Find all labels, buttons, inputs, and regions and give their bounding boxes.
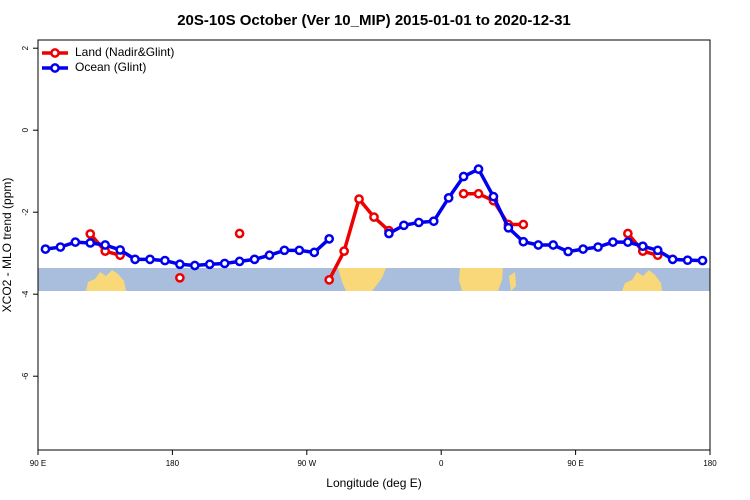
- point: [458, 171, 469, 182]
- legend-marker: [50, 63, 60, 73]
- y-tick-label: -4: [21, 290, 30, 298]
- y-tick-label: 0: [21, 127, 30, 132]
- point: [145, 254, 155, 265]
- point: [428, 216, 439, 227]
- legend-label: Ocean (Glint): [75, 60, 146, 74]
- point: [85, 229, 96, 239]
- point: [40, 244, 51, 254]
- point: [473, 164, 484, 174]
- point: [369, 212, 379, 222]
- point: [55, 242, 66, 252]
- point: [264, 250, 275, 261]
- point: [234, 228, 245, 239]
- point: [339, 246, 349, 256]
- point: [160, 255, 170, 266]
- point: [623, 228, 633, 239]
- point: [130, 254, 140, 265]
- y-tick-label: -6: [21, 372, 30, 380]
- plot-frame: [37, 39, 711, 451]
- point: [324, 234, 335, 244]
- point: [85, 238, 96, 248]
- x-tick-label: 90 W: [297, 459, 316, 468]
- point: [234, 256, 245, 267]
- point: [70, 237, 81, 247]
- point: [175, 272, 185, 283]
- point: [518, 236, 529, 247]
- point: [219, 258, 230, 269]
- point: [503, 222, 514, 233]
- point: [533, 240, 544, 250]
- point: [413, 217, 424, 228]
- map-strip: [38, 268, 710, 291]
- point: [309, 247, 320, 258]
- x-tick-label: 90 E: [30, 459, 46, 468]
- legend-label: Land (Nadir&Glint): [75, 45, 174, 59]
- point: [294, 245, 305, 256]
- point: [443, 193, 454, 203]
- y-axis-label: XCO2 - MLO trend (ppm): [0, 178, 14, 313]
- point: [384, 228, 394, 239]
- point: [354, 194, 364, 204]
- point: [473, 188, 484, 199]
- point: [115, 245, 125, 255]
- point: [324, 275, 335, 285]
- x-tick-label: 180: [166, 459, 180, 468]
- series-line: [88, 192, 659, 281]
- point: [279, 245, 290, 256]
- y-tick-label: -2: [21, 208, 30, 216]
- x-axis-label: Longitude (deg E): [326, 476, 421, 490]
- legend-marker: [50, 48, 60, 58]
- x-tick-label: 90 E: [567, 459, 583, 468]
- point: [697, 255, 708, 266]
- point: [652, 245, 663, 256]
- x-tick-label: 0: [439, 459, 444, 468]
- point: [399, 220, 409, 231]
- point: [593, 242, 603, 252]
- point: [578, 244, 588, 254]
- point: [175, 259, 185, 270]
- point: [204, 259, 215, 270]
- point: [637, 241, 648, 252]
- point: [608, 237, 618, 247]
- point: [189, 260, 200, 271]
- point: [488, 191, 499, 202]
- point: [563, 246, 573, 257]
- x-tick-label: 180: [703, 459, 717, 468]
- point: [458, 188, 469, 199]
- chart-title: 20S-10S October (Ver 10_MIP) 2015-01-01 …: [177, 12, 571, 29]
- point: [100, 240, 111, 250]
- y-tick-label: 2: [21, 45, 30, 50]
- point: [667, 254, 678, 265]
- point: [548, 240, 559, 250]
- point: [249, 254, 260, 265]
- point: [518, 219, 529, 230]
- point: [682, 255, 693, 266]
- point: [623, 237, 633, 247]
